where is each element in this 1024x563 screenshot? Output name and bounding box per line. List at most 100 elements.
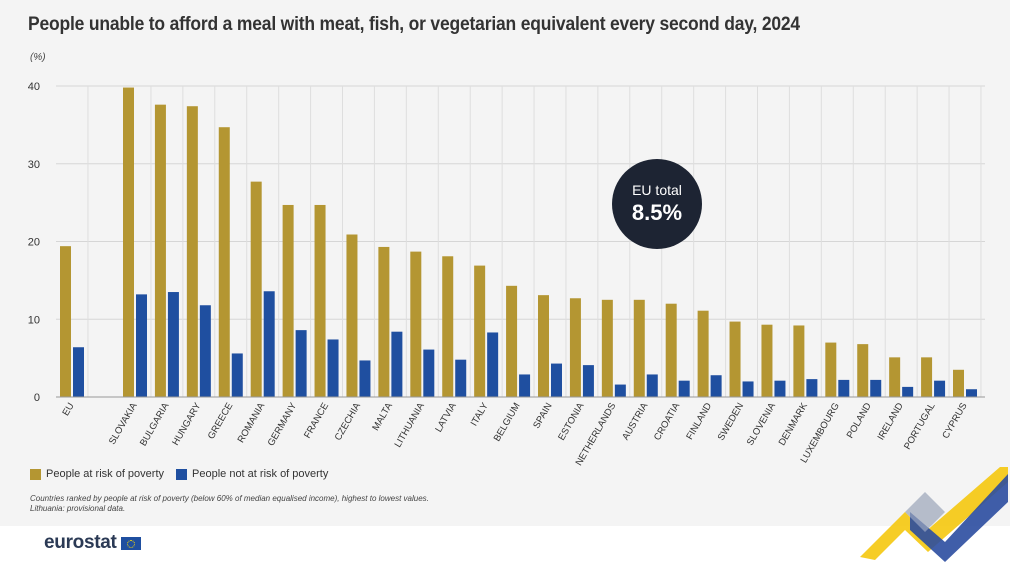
x-tick-label: HUNGARY: [170, 400, 204, 447]
eurostat-logo: eurostat: [44, 532, 141, 554]
footnote-lithuania: Lithuania: provisional data.: [30, 504, 126, 513]
bar-at-risk: [442, 256, 454, 397]
unit-label: (%): [30, 52, 46, 63]
x-tick-label: POLAND: [845, 401, 874, 440]
bar-at-risk: [378, 246, 390, 397]
x-tick-label: IRELAND: [876, 401, 906, 442]
legend-label-poverty: People at risk of poverty: [46, 468, 165, 480]
legend-label-not-poverty: People not at risk of poverty: [192, 468, 329, 480]
y-tick-label: 30: [28, 159, 40, 171]
bar-at-risk: [250, 181, 262, 397]
x-tick-label: LATVIA: [433, 400, 459, 434]
x-tick-label: GERMANY: [266, 400, 300, 448]
y-tick-label: 20: [28, 237, 40, 249]
bar-at-risk: [889, 357, 901, 397]
bar-at-risk: [314, 204, 326, 397]
bar-not-at-risk: [838, 379, 850, 397]
bar-at-risk: [123, 87, 134, 398]
bar-at-risk: [665, 303, 677, 397]
bar-at-risk: [60, 246, 71, 397]
x-tick-label: PORTUGAL: [902, 401, 938, 452]
bar-not-at-risk: [519, 374, 531, 397]
badge-value: 8.5%: [631, 200, 683, 225]
x-tick-label: EU: [60, 401, 76, 418]
bar-at-risk: [953, 369, 964, 397]
bar-not-at-risk: [806, 379, 818, 397]
decorative-chevron-logo: [860, 467, 1008, 562]
y-tick-label: 0: [34, 392, 40, 404]
bar-not-at-risk: [136, 294, 147, 397]
bar-at-risk: [538, 295, 549, 397]
bar-at-risk: [825, 342, 837, 397]
legend-item-poverty: People at risk of poverty: [30, 468, 164, 480]
bar-not-at-risk: [231, 353, 243, 397]
bar-at-risk: [506, 285, 518, 397]
x-tick-label: BULGARIA: [138, 400, 172, 448]
bar-not-at-risk: [199, 305, 211, 397]
x-tick-label: SWEDEN: [716, 401, 746, 443]
bar-at-risk: [793, 325, 805, 397]
chart-title: People unable to afford a meal with meat…: [28, 14, 800, 35]
bar-not-at-risk: [551, 363, 562, 397]
bar-at-risk: [154, 104, 166, 397]
x-tick-label: SLOVENIA: [745, 400, 779, 447]
x-tick-label: ROMANIA: [236, 400, 268, 444]
bar-at-risk: [729, 321, 741, 397]
bar-at-risk: [410, 251, 422, 397]
bar-not-at-risk: [167, 292, 179, 397]
footnote-ranking: Countries ranked by people at risk of po…: [30, 494, 429, 503]
badge-label: EU total: [632, 182, 682, 198]
x-tick-label: ITALY: [469, 400, 491, 428]
y-tick-label: 10: [28, 314, 40, 326]
x-tick-label: MALTA: [370, 400, 395, 432]
bar-not-at-risk: [646, 374, 658, 397]
bar-at-risk: [346, 234, 358, 397]
x-tick-label: SLOVAKIA: [107, 400, 140, 446]
logo-wordmark: eurostat: [44, 532, 117, 553]
y-tick-label: 40: [28, 81, 40, 93]
bar-at-risk: [474, 265, 486, 397]
bar-not-at-risk: [263, 291, 275, 397]
bar-not-at-risk: [487, 332, 499, 397]
x-tick-label: ESTONIA: [556, 400, 587, 442]
legend-swatch-blue: [176, 468, 188, 480]
x-tick-label: CZECHIA: [333, 400, 364, 442]
x-tick-label: DENMARK: [777, 400, 811, 447]
bar-not-at-risk: [391, 331, 403, 397]
bar-at-risk: [921, 357, 933, 397]
bar-not-at-risk: [902, 386, 914, 397]
bar-not-at-risk: [73, 347, 84, 397]
bar-not-at-risk: [359, 360, 371, 397]
x-tick-label: CROATIA: [652, 400, 683, 442]
legend-swatch-gold: [30, 468, 41, 480]
x-tick-label: BELGIUM: [492, 401, 523, 444]
bar-not-at-risk: [678, 380, 690, 397]
bar-at-risk: [282, 204, 294, 397]
bar-not-at-risk: [934, 380, 946, 397]
bar-not-at-risk: [774, 380, 786, 397]
bar-at-risk: [186, 106, 198, 397]
x-tick-label: LITHUANIA: [393, 400, 428, 449]
bar-not-at-risk: [327, 339, 339, 397]
bar-at-risk: [697, 310, 709, 397]
eu-flag-icon: [120, 536, 141, 550]
x-tick-label: FRANCE: [302, 401, 331, 440]
bar-at-risk: [601, 299, 613, 397]
bar-at-risk: [857, 344, 869, 397]
x-tick-label: AUSTRIA: [620, 400, 650, 442]
x-tick-label: CYPRUS: [940, 401, 969, 441]
bar-not-at-risk: [870, 379, 882, 397]
x-tick-label: GREECE: [206, 401, 236, 441]
footnote: Countries ranked by people at risk of po…: [30, 494, 429, 514]
bar-not-at-risk: [423, 349, 435, 397]
bar-at-risk: [761, 324, 773, 397]
bar-not-at-risk: [582, 365, 594, 397]
bar-not-at-risk: [710, 375, 722, 397]
eu-total-badge: EU total 8.5%: [612, 159, 702, 249]
legend-item-not-poverty: People not at risk of poverty: [176, 468, 328, 480]
bar-not-at-risk: [455, 359, 467, 397]
bar-at-risk: [633, 299, 645, 397]
bar-not-at-risk: [295, 330, 307, 397]
